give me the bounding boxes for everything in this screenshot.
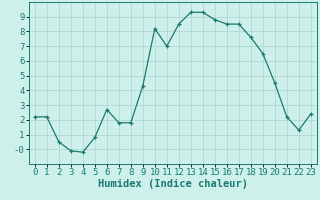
- X-axis label: Humidex (Indice chaleur): Humidex (Indice chaleur): [98, 179, 248, 189]
